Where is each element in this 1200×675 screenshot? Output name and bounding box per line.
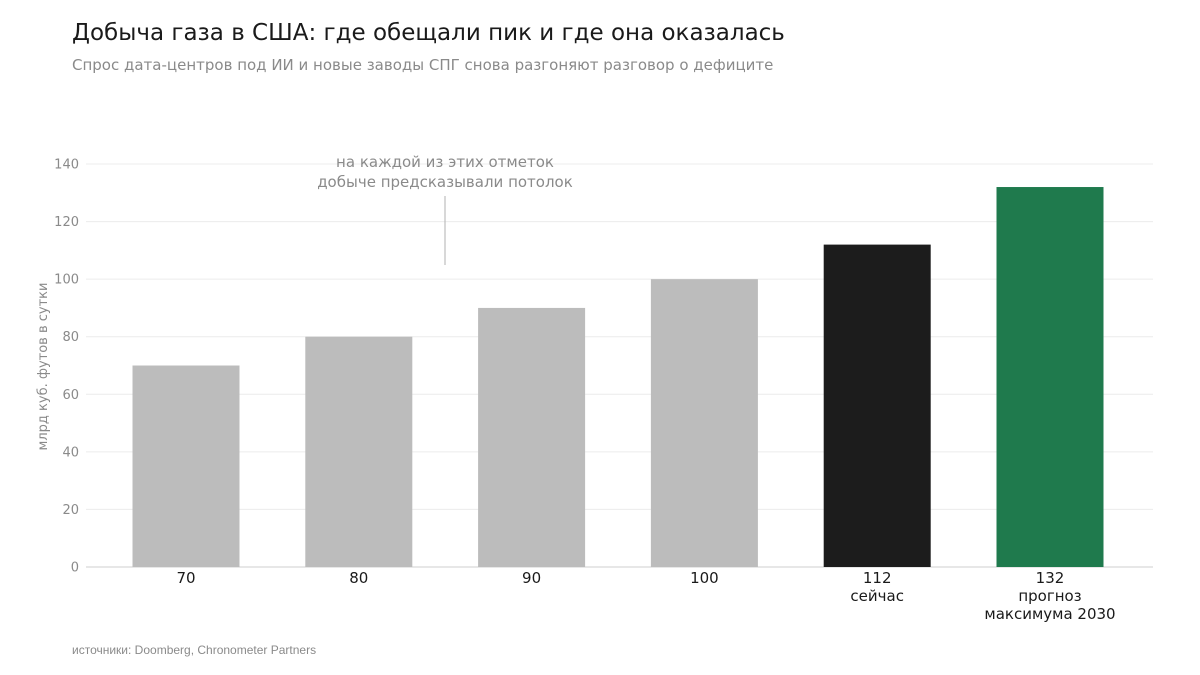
bar <box>478 307 586 567</box>
chart-subtitle: Спрос дата-центров под ИИ и новые заводы… <box>72 56 774 74</box>
chart-title: Добыча газа в США: где обещали пик и где… <box>72 20 785 46</box>
annotation-text: на каждой из этих отметок <box>336 153 554 171</box>
bar <box>823 244 931 567</box>
y-tick-label: 140 <box>54 158 79 173</box>
x-category-label: максимума 2030 <box>984 605 1115 623</box>
y-tick-label: 0 <box>71 561 79 576</box>
y-tick-label: 60 <box>62 388 79 403</box>
x-category-label: 132 <box>1036 569 1065 587</box>
x-category-label: 112 <box>863 569 892 587</box>
annotation-text: добыче предсказывали потолок <box>317 173 573 191</box>
bar <box>132 365 240 567</box>
x-category-label: 80 <box>349 569 368 587</box>
bar <box>305 336 413 567</box>
y-axis-label: млрд куб. футов в сутки <box>36 283 51 451</box>
y-tick-label: 100 <box>54 273 79 288</box>
x-category-label: сейчас <box>850 587 904 605</box>
bar <box>996 187 1104 567</box>
y-tick-label: 20 <box>62 503 79 518</box>
y-tick-label: 120 <box>54 215 79 230</box>
x-category-label: 70 <box>176 569 195 587</box>
y-tick-label: 40 <box>62 445 79 460</box>
x-category-label: 90 <box>522 569 541 587</box>
y-tick-label: 80 <box>62 330 79 345</box>
x-category-label: прогноз <box>1018 587 1081 605</box>
bar <box>650 279 758 567</box>
source-note: источники: Doomberg, Chronometer Partner… <box>72 643 317 657</box>
x-category-label: 100 <box>690 569 719 587</box>
